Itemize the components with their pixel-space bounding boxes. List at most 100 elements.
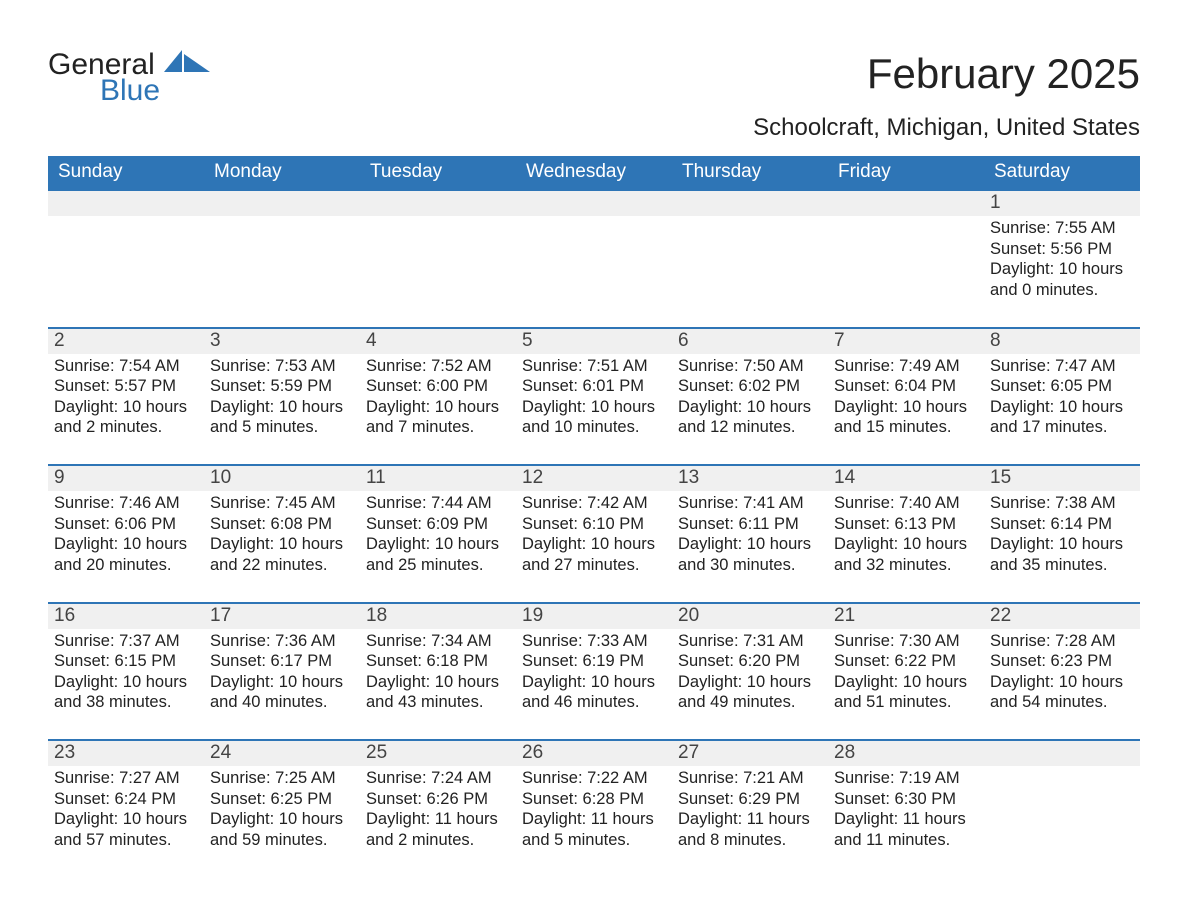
day-number: 10 xyxy=(204,466,360,491)
day-number: 21 xyxy=(828,604,984,629)
day-number: 9 xyxy=(48,466,204,491)
day-number: 1 xyxy=(984,191,1140,216)
daylight-text: Daylight: 10 hours and 15 minutes. xyxy=(834,397,978,438)
sunset-text: Sunset: 5:59 PM xyxy=(210,376,354,397)
daylight-text: Daylight: 10 hours and 10 minutes. xyxy=(522,397,666,438)
sunset-text: Sunset: 6:25 PM xyxy=(210,789,354,810)
day-cell: Sunrise: 7:34 AMSunset: 6:18 PMDaylight:… xyxy=(360,629,516,714)
day-cell xyxy=(984,766,1140,851)
daylight-text: Daylight: 10 hours and 59 minutes. xyxy=(210,809,354,850)
sunrise-text: Sunrise: 7:19 AM xyxy=(834,768,978,789)
sunrise-text: Sunrise: 7:38 AM xyxy=(990,493,1134,514)
daylight-text: Daylight: 10 hours and 49 minutes. xyxy=(678,672,822,713)
daylight-text: Daylight: 10 hours and 22 minutes. xyxy=(210,534,354,575)
sunrise-text: Sunrise: 7:34 AM xyxy=(366,631,510,652)
day-number: 28 xyxy=(828,741,984,766)
sunrise-text: Sunrise: 7:46 AM xyxy=(54,493,198,514)
sunrise-text: Sunrise: 7:40 AM xyxy=(834,493,978,514)
sunrise-text: Sunrise: 7:22 AM xyxy=(522,768,666,789)
sunset-text: Sunset: 6:22 PM xyxy=(834,651,978,672)
daylight-text: Daylight: 11 hours and 2 minutes. xyxy=(366,809,510,850)
sunset-text: Sunset: 6:14 PM xyxy=(990,514,1134,535)
sunrise-text: Sunrise: 7:30 AM xyxy=(834,631,978,652)
calendar-week: 16171819202122Sunrise: 7:37 AMSunset: 6:… xyxy=(48,602,1140,714)
day-cell: Sunrise: 7:44 AMSunset: 6:09 PMDaylight:… xyxy=(360,491,516,576)
day-number: 27 xyxy=(672,741,828,766)
flag-icon xyxy=(164,50,210,78)
sunset-text: Sunset: 5:56 PM xyxy=(990,239,1134,260)
sunset-text: Sunset: 6:06 PM xyxy=(54,514,198,535)
day-cell: Sunrise: 7:45 AMSunset: 6:08 PMDaylight:… xyxy=(204,491,360,576)
day-cell: Sunrise: 7:53 AMSunset: 5:59 PMDaylight:… xyxy=(204,354,360,439)
day-number: 12 xyxy=(516,466,672,491)
day-cell xyxy=(48,216,204,301)
day-number: 25 xyxy=(360,741,516,766)
sunrise-text: Sunrise: 7:44 AM xyxy=(366,493,510,514)
sunrise-text: Sunrise: 7:54 AM xyxy=(54,356,198,377)
day-cell: Sunrise: 7:25 AMSunset: 6:25 PMDaylight:… xyxy=(204,766,360,851)
sunrise-text: Sunrise: 7:37 AM xyxy=(54,631,198,652)
daylight-text: Daylight: 10 hours and 54 minutes. xyxy=(990,672,1134,713)
day-cell: Sunrise: 7:49 AMSunset: 6:04 PMDaylight:… xyxy=(828,354,984,439)
sunrise-text: Sunrise: 7:36 AM xyxy=(210,631,354,652)
day-number: 26 xyxy=(516,741,672,766)
weekday-header-cell: Monday xyxy=(204,156,360,189)
location-subtitle: Schoolcraft, Michigan, United States xyxy=(753,114,1140,142)
day-cell: Sunrise: 7:51 AMSunset: 6:01 PMDaylight:… xyxy=(516,354,672,439)
daylight-text: Daylight: 10 hours and 38 minutes. xyxy=(54,672,198,713)
day-number: 15 xyxy=(984,466,1140,491)
brand-word-2: Blue xyxy=(100,76,160,106)
daylight-text: Daylight: 10 hours and 40 minutes. xyxy=(210,672,354,713)
week-daynum-row: 16171819202122 xyxy=(48,602,1140,629)
day-number: 11 xyxy=(360,466,516,491)
sunset-text: Sunset: 6:11 PM xyxy=(678,514,822,535)
sunset-text: Sunset: 6:08 PM xyxy=(210,514,354,535)
day-number: 7 xyxy=(828,329,984,354)
day-number xyxy=(204,191,360,216)
day-cell: Sunrise: 7:36 AMSunset: 6:17 PMDaylight:… xyxy=(204,629,360,714)
daylight-text: Daylight: 11 hours and 8 minutes. xyxy=(678,809,822,850)
week-daynum-row: 2345678 xyxy=(48,327,1140,354)
day-number xyxy=(672,191,828,216)
daylight-text: Daylight: 10 hours and 20 minutes. xyxy=(54,534,198,575)
sunset-text: Sunset: 6:13 PM xyxy=(834,514,978,535)
day-number: 2 xyxy=(48,329,204,354)
day-cell: Sunrise: 7:54 AMSunset: 5:57 PMDaylight:… xyxy=(48,354,204,439)
daylight-text: Daylight: 11 hours and 11 minutes. xyxy=(834,809,978,850)
sunrise-text: Sunrise: 7:53 AM xyxy=(210,356,354,377)
sunset-text: Sunset: 6:23 PM xyxy=(990,651,1134,672)
day-number xyxy=(516,191,672,216)
daylight-text: Daylight: 10 hours and 17 minutes. xyxy=(990,397,1134,438)
week-daynum-row: 9101112131415 xyxy=(48,464,1140,491)
sunset-text: Sunset: 5:57 PM xyxy=(54,376,198,397)
daylight-text: Daylight: 10 hours and 46 minutes. xyxy=(522,672,666,713)
daylight-text: Daylight: 10 hours and 25 minutes. xyxy=(366,534,510,575)
sunrise-text: Sunrise: 7:51 AM xyxy=(522,356,666,377)
sunrise-text: Sunrise: 7:31 AM xyxy=(678,631,822,652)
daylight-text: Daylight: 10 hours and 30 minutes. xyxy=(678,534,822,575)
sunset-text: Sunset: 6:04 PM xyxy=(834,376,978,397)
day-cell xyxy=(204,216,360,301)
day-number: 14 xyxy=(828,466,984,491)
day-cell: Sunrise: 7:41 AMSunset: 6:11 PMDaylight:… xyxy=(672,491,828,576)
day-number: 20 xyxy=(672,604,828,629)
weekday-header-cell: Wednesday xyxy=(516,156,672,189)
sunrise-text: Sunrise: 7:28 AM xyxy=(990,631,1134,652)
day-number: 4 xyxy=(360,329,516,354)
sunset-text: Sunset: 6:29 PM xyxy=(678,789,822,810)
calendar: SundayMondayTuesdayWednesdayThursdayFrid… xyxy=(48,156,1140,851)
daylight-text: Daylight: 10 hours and 12 minutes. xyxy=(678,397,822,438)
day-cell: Sunrise: 7:31 AMSunset: 6:20 PMDaylight:… xyxy=(672,629,828,714)
sunset-text: Sunset: 6:17 PM xyxy=(210,651,354,672)
weekday-header-cell: Thursday xyxy=(672,156,828,189)
sunrise-text: Sunrise: 7:21 AM xyxy=(678,768,822,789)
week-daynum-row: 232425262728 xyxy=(48,739,1140,766)
page-title: February 2025 xyxy=(753,50,1140,98)
day-cell: Sunrise: 7:55 AMSunset: 5:56 PMDaylight:… xyxy=(984,216,1140,301)
calendar-week: 9101112131415Sunrise: 7:46 AMSunset: 6:0… xyxy=(48,464,1140,576)
day-cell: Sunrise: 7:37 AMSunset: 6:15 PMDaylight:… xyxy=(48,629,204,714)
sunset-text: Sunset: 6:10 PM xyxy=(522,514,666,535)
sunset-text: Sunset: 6:24 PM xyxy=(54,789,198,810)
brand-logo: General Blue xyxy=(48,50,210,106)
daylight-text: Daylight: 10 hours and 5 minutes. xyxy=(210,397,354,438)
